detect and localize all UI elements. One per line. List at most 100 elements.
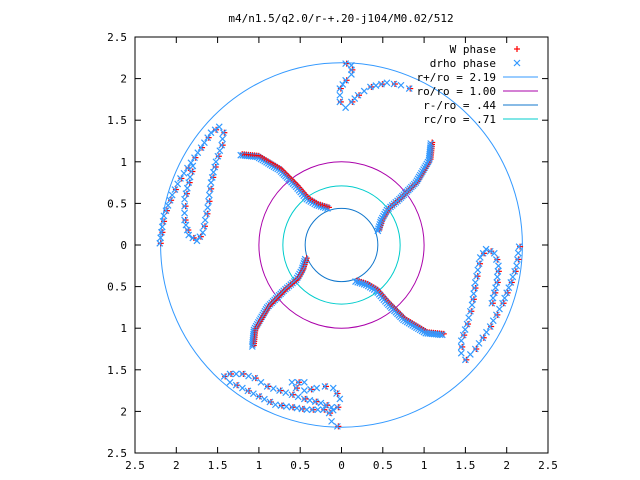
drho-phase-point-b [189, 162, 197, 170]
drho-phase-point-b [495, 262, 502, 270]
drho-phase-point-b [489, 317, 497, 325]
drho-phase-point [513, 262, 521, 270]
drho-phase-point [300, 387, 308, 395]
drho-phase-point-b [204, 204, 212, 211]
drho-phase-point [181, 195, 188, 203]
drho-phase-point-b [505, 284, 513, 292]
drho-phase-point-b [183, 226, 191, 234]
drho-phase-point-b [216, 147, 224, 155]
drho-phase-point [156, 239, 164, 247]
drho-phase-point [187, 159, 195, 167]
w-phase-point [172, 186, 179, 193]
drho-phase-point-b [181, 195, 188, 203]
drho-phase-point [183, 226, 191, 234]
drho-phase-point [336, 98, 344, 106]
drho-phase-point-b [185, 179, 193, 187]
drho-phase-point [494, 267, 502, 275]
drho-phase-point [342, 60, 350, 68]
drho-phase-point-b [469, 295, 477, 303]
w-phase-point [182, 203, 189, 210]
drho-phase-point [514, 249, 522, 257]
w-phase-point [500, 300, 507, 307]
drho-phase-point-b [269, 385, 277, 392]
drho-phase-point-b [328, 403, 336, 411]
drho-phase-point-b [494, 267, 502, 275]
w-phase-point [324, 402, 331, 409]
drho-phase-point-b [492, 256, 500, 263]
drho-phase-point [300, 378, 308, 386]
w-phase-point [327, 410, 334, 417]
reference-circle-4 [282, 185, 401, 305]
drho-phase-point [207, 129, 215, 137]
drho-phase-point [181, 209, 188, 217]
drho-phase-point-b [342, 104, 350, 112]
drho-phase-point [473, 272, 480, 280]
drho-phase-point-b [251, 374, 259, 382]
drho-phase-point [325, 409, 333, 417]
drho-phase-point [354, 278, 362, 286]
drho-phase-point [505, 284, 513, 292]
drho-phase-point-b [237, 151, 245, 159]
drho-phase-point [214, 152, 222, 160]
drho-phase-point [160, 212, 168, 220]
x-tick-label: 1.5 [455, 459, 475, 472]
w-phase-point [488, 323, 495, 330]
w-phase-point [489, 300, 496, 307]
drho-phase-point-b [501, 294, 509, 302]
drho-phase-point-b [226, 378, 234, 386]
w-phase-point [215, 153, 222, 160]
drho-phase-point-b [507, 279, 515, 286]
drho-phase-point-b [483, 328, 490, 336]
w-phase-point [310, 406, 317, 413]
drho-phase-point [206, 185, 214, 193]
drho-phase-point-b [333, 390, 340, 397]
w-phase-point [252, 375, 259, 382]
drho-phase-point-b [156, 239, 164, 247]
drho-phase-point-b [336, 85, 344, 93]
drho-phase-point-b [459, 331, 467, 339]
drho-phase-point-b [377, 80, 385, 88]
w-phase-point [313, 398, 320, 405]
drho-phase-point [333, 422, 341, 430]
drho-phase-point-b [383, 79, 391, 87]
drho-phase-point [181, 202, 188, 210]
drho-phase-point [328, 417, 336, 425]
drho-phase-point [189, 162, 197, 170]
drho-phase-point-b [187, 159, 195, 167]
w-phase-point [517, 243, 524, 250]
drho-phase-point-b [436, 331, 444, 339]
drho-phase-point-b [461, 326, 469, 334]
drho-phase-point [159, 217, 167, 225]
drho-phase-point [300, 395, 308, 403]
w-phase-point [213, 126, 220, 133]
drho-phase-point [336, 85, 344, 93]
drho-phase-point-b [276, 387, 283, 395]
drho-phase-point-b [509, 273, 517, 281]
drho-phase-point-b [514, 255, 521, 263]
drho-phase-point-b [238, 384, 246, 392]
drho-phase-point [471, 284, 478, 292]
drho-phase-point-b [200, 222, 208, 230]
drho-phase-point-b [301, 255, 309, 263]
x-tick-label: 1 [256, 459, 263, 472]
drho-phase-point-b [204, 134, 212, 142]
drho-phase-point-b [299, 264, 306, 272]
y-tick-label: 1.5 [107, 364, 127, 377]
drho-phase-point [182, 190, 190, 198]
drho-phase-point [463, 320, 471, 328]
y-tick-label: 2.5 [107, 447, 127, 460]
drho-phase-point-b [183, 184, 191, 192]
drho-phase-point-b [158, 228, 165, 236]
drho-phase-point-b [321, 383, 329, 390]
drho-phase-point-b [238, 370, 246, 378]
y-tick-label: 1.5 [107, 114, 127, 127]
drho-phase-point [220, 373, 228, 380]
drho-phase-point [322, 401, 330, 409]
w-phase-point [472, 285, 479, 292]
drho-phase-point-b [266, 398, 274, 406]
drho-phase-point-b [177, 175, 184, 182]
drho-phase-point-b [232, 370, 240, 378]
w-phase-point [206, 198, 213, 205]
drho-phase-point-b [157, 234, 165, 242]
